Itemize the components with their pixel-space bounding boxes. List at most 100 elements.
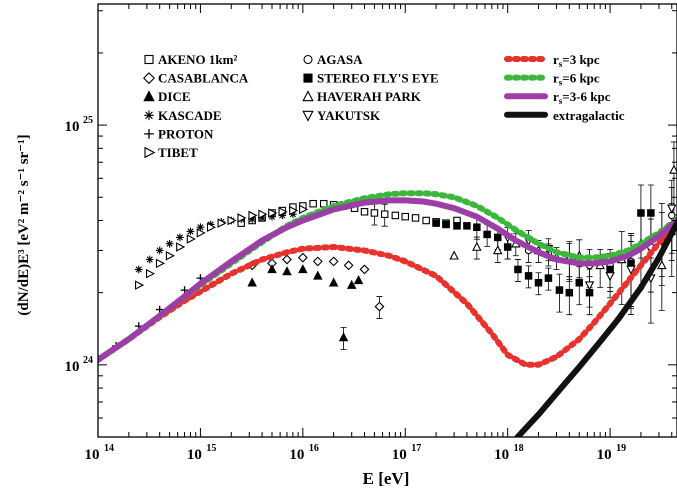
data-point: [669, 164, 677, 174]
legend-label: PROTON: [158, 126, 214, 141]
data-point: [627, 259, 635, 268]
data-point: [503, 243, 512, 251]
data-point: [282, 266, 292, 276]
legend-label: rs=3-6 kpc: [553, 89, 611, 106]
data-point: [176, 233, 184, 242]
data-point: [401, 212, 410, 221]
x-tick-label: 10: [392, 447, 407, 463]
x-tick-label: 10: [187, 447, 202, 463]
data-point: [657, 260, 667, 270]
data-point: [313, 270, 323, 280]
data-point: [267, 264, 277, 274]
data-point: [186, 227, 195, 236]
curve-line: [98, 197, 677, 363]
data-point: [328, 277, 339, 287]
legend-marker: [144, 129, 154, 139]
y-tick-label-exp: 24: [83, 355, 93, 366]
data-point: [432, 219, 440, 227]
data-points: [112, 164, 677, 350]
legend-label: DICE: [158, 89, 191, 104]
legend-label: YAKUTSK: [317, 108, 381, 123]
legend-marker: [303, 73, 313, 83]
data-point: [473, 223, 481, 231]
data-point: [155, 246, 164, 255]
x-tick-label-exp: 16: [309, 443, 319, 454]
data-point: [584, 281, 595, 291]
curve-line: [98, 217, 677, 368]
legend-marker: [144, 146, 156, 159]
data-point: [534, 278, 543, 287]
y-axis-label: (dN/dE)E³ [eV² m⁻² s⁻¹ sr⁻¹]: [16, 134, 32, 315]
data-point: [338, 332, 349, 342]
legend-marker: [144, 54, 154, 65]
x-axis-label: E [eV]: [363, 469, 410, 488]
data-point: [278, 207, 288, 217]
data-point: [606, 265, 614, 274]
data-point: [483, 230, 491, 239]
data-point: [422, 216, 430, 225]
legend-label: AGASA: [317, 52, 363, 67]
data-point: [289, 205, 299, 216]
legend-experiments: AKENO 1km² CASABLANCA DICE KASCADE PROTON TIB…: [143, 52, 439, 160]
data-point: [145, 268, 156, 279]
legend-marker: [143, 72, 155, 85]
legend-label: extragalactic: [553, 108, 625, 123]
data-point: [217, 218, 227, 228]
legend-marker: [303, 54, 313, 65]
x-tick-label-exp: 19: [616, 443, 626, 454]
legend-label: rs=3 kpc: [553, 52, 600, 69]
data-point: [391, 211, 400, 220]
data-point: [370, 209, 379, 217]
y-tick-label-exp: 25: [83, 115, 93, 126]
data-point: [380, 210, 389, 218]
data-point: [196, 223, 205, 232]
data-point: [575, 278, 584, 287]
data-point: [247, 277, 257, 287]
data-point: [626, 265, 636, 275]
x-tick-label-exp: 15: [206, 443, 216, 454]
data-point: [298, 264, 308, 274]
data-point: [494, 233, 502, 242]
data-point: [237, 213, 247, 223]
y-tick-label: 10: [65, 119, 80, 135]
data-point: [472, 241, 482, 251]
data-point: [453, 222, 461, 230]
data-point: [258, 209, 268, 219]
data-point: [328, 256, 339, 267]
data-point: [346, 279, 357, 289]
x-tick-label-exp: 17: [411, 443, 421, 454]
data-point: [309, 199, 317, 208]
data-point: [278, 211, 287, 220]
legend-marker: [143, 90, 155, 102]
data-point: [493, 245, 503, 255]
plot-frame: [97, 3, 677, 438]
data-point: [544, 274, 553, 282]
data-point: [360, 208, 369, 216]
data-point: [134, 265, 143, 274]
data-point: [565, 288, 574, 297]
data-point: [227, 215, 237, 226]
data-point: [268, 208, 278, 218]
data-point: [374, 301, 385, 312]
curve-line: [514, 220, 677, 437]
data-point: [555, 286, 564, 294]
legend-label: TIBET: [158, 145, 198, 160]
legend-marker: [302, 90, 314, 102]
data-point: [135, 280, 145, 290]
data-point: [155, 258, 166, 269]
data-point: [248, 210, 258, 221]
data-point: [282, 254, 292, 265]
data-point: [289, 210, 297, 219]
data-point: [411, 214, 420, 222]
data-point: [165, 239, 174, 248]
x-tick-label-exp: 18: [514, 443, 524, 454]
data-point: [196, 228, 206, 238]
x-axis-ticks: 10 14 10 15 10 16 10 17 10 18 10 19: [85, 4, 673, 463]
data-point: [605, 272, 615, 282]
data-point: [343, 260, 354, 271]
y-tick-label: 10: [65, 359, 80, 375]
data-point: [258, 214, 266, 222]
x-tick-label: 10: [597, 447, 612, 463]
